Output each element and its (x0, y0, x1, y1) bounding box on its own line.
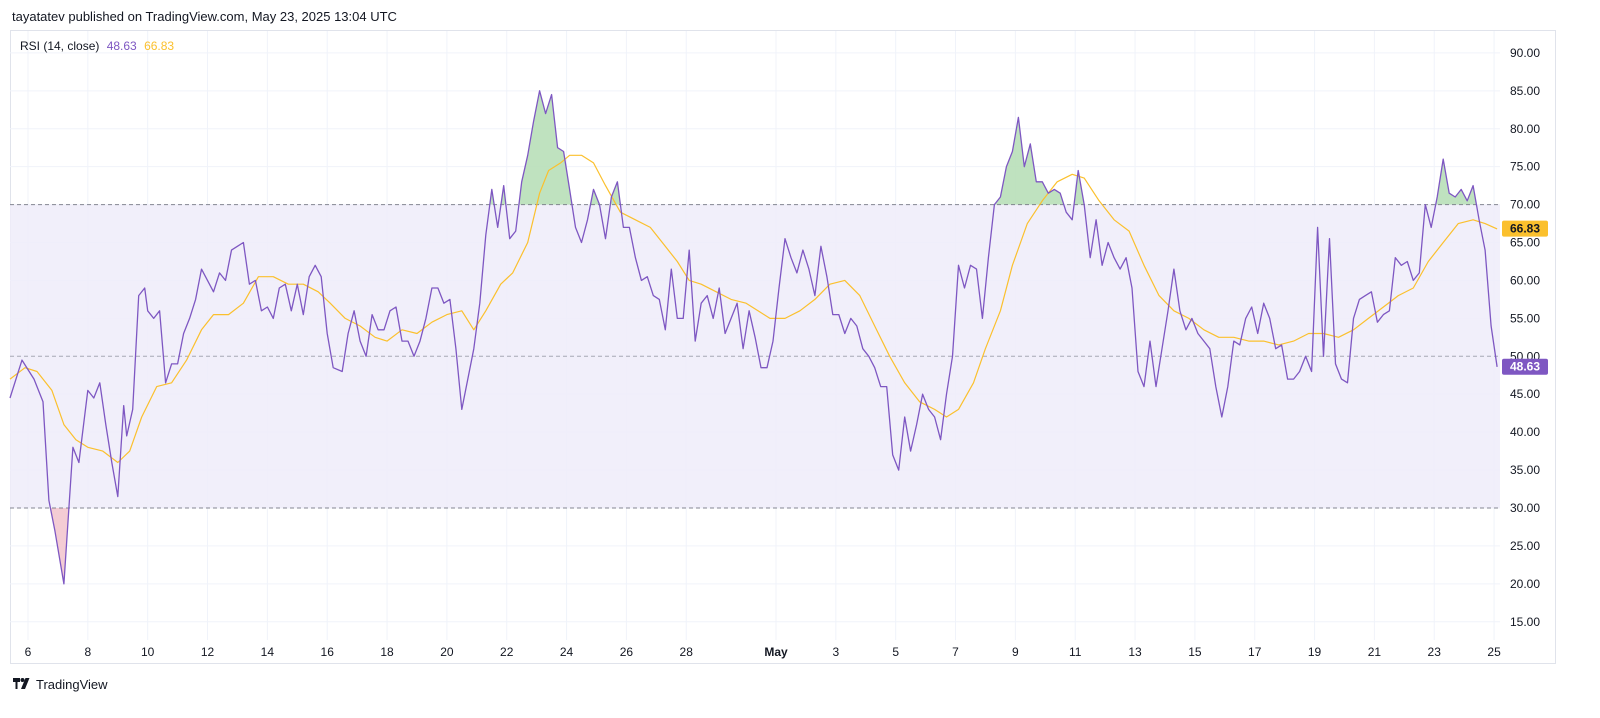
x-axis-tick-label: 23 (1428, 645, 1442, 659)
indicator-legend[interactable]: RSI (14, close) 48.63 66.83 (20, 39, 174, 53)
oversold-fill (50, 508, 69, 584)
y-axis-tick-label: 15.00 (1510, 615, 1540, 629)
overbought-fill (518, 90, 572, 205)
y-axis-tick-label: 55.00 (1510, 311, 1540, 325)
y-axis-tick-label: 40.00 (1510, 425, 1540, 439)
legend-ma-value: 66.83 (144, 39, 175, 53)
rsi-line (9, 90, 1498, 585)
y-axis-tick-label: 85.00 (1510, 84, 1540, 98)
overbought-fill (1074, 170, 1085, 205)
x-axis-tick-label: 18 (380, 645, 394, 659)
y-axis-tick-label: 20.00 (1510, 577, 1540, 591)
x-axis-tick-label: 6 (25, 645, 32, 659)
x-axis-tick-label: 28 (680, 645, 694, 659)
x-axis-tick-label: 16 (321, 645, 335, 659)
x-axis-tick-label: 9 (1012, 645, 1019, 659)
x-axis-tick-label: 26 (620, 645, 634, 659)
x-axis-tick-label: 14 (261, 645, 275, 659)
y-axis-tick-label: 65.00 (1510, 236, 1540, 250)
footer-branding[interactable]: TradingView (12, 677, 108, 692)
x-axis-tick-label: 21 (1368, 645, 1382, 659)
x-axis-tick-label: 22 (500, 645, 514, 659)
x-axis-tick-label: 19 (1308, 645, 1322, 659)
y-axis-tick-label: 60.00 (1510, 273, 1540, 287)
y-axis-tick-label: 45.00 (1510, 387, 1540, 401)
ma-value-badge-bg (1502, 220, 1548, 237)
footer-brand-name: TradingView (36, 677, 108, 692)
y-axis-tick-label: 30.00 (1510, 501, 1540, 515)
x-axis-tick-label: 8 (84, 645, 91, 659)
y-axis-tick-label: 35.00 (1510, 463, 1540, 477)
x-axis-tick-label: 15 (1188, 645, 1202, 659)
rsi-value-badge-bg (1502, 358, 1548, 375)
rsi-ma-line (9, 154, 1498, 464)
x-axis-tick-label: 20 (440, 645, 454, 659)
x-axis-tick-label: 12 (201, 645, 215, 659)
x-axis-tick-label: May (764, 645, 788, 659)
y-axis-tick-label: 70.00 (1510, 198, 1540, 212)
x-axis-tick-label: 7 (952, 645, 959, 659)
y-axis-tick-label: 90.00 (1510, 46, 1540, 60)
ma-value-badge: 66.83 (1510, 222, 1540, 236)
x-axis-tick-label: 5 (892, 645, 899, 659)
y-axis-tick-label: 25.00 (1510, 539, 1540, 553)
legend-indicator-name: RSI (14, close) (20, 39, 100, 53)
x-axis-tick-label: 10 (141, 645, 155, 659)
tradingview-logo-icon (13, 677, 30, 689)
x-axis-tick-label: 17 (1248, 645, 1262, 659)
published-info: tayatatev published on TradingView.com, … (12, 9, 397, 24)
y-axis-tick-label: 75.00 (1510, 160, 1540, 174)
x-axis-tick-label: 11 (1069, 645, 1082, 659)
rsi-value-badge: 48.63 (1510, 360, 1540, 374)
y-axis-tick-label: 80.00 (1510, 122, 1540, 136)
x-axis-tick-label: 25 (1487, 645, 1501, 659)
overbought-fill (994, 117, 1064, 205)
legend-rsi-value: 48.63 (106, 39, 137, 53)
x-axis-tick-label: 24 (560, 645, 574, 659)
x-axis-tick-label: 13 (1128, 645, 1142, 659)
overbought-fill (1435, 159, 1477, 205)
x-axis-tick-label: 3 (832, 645, 839, 659)
